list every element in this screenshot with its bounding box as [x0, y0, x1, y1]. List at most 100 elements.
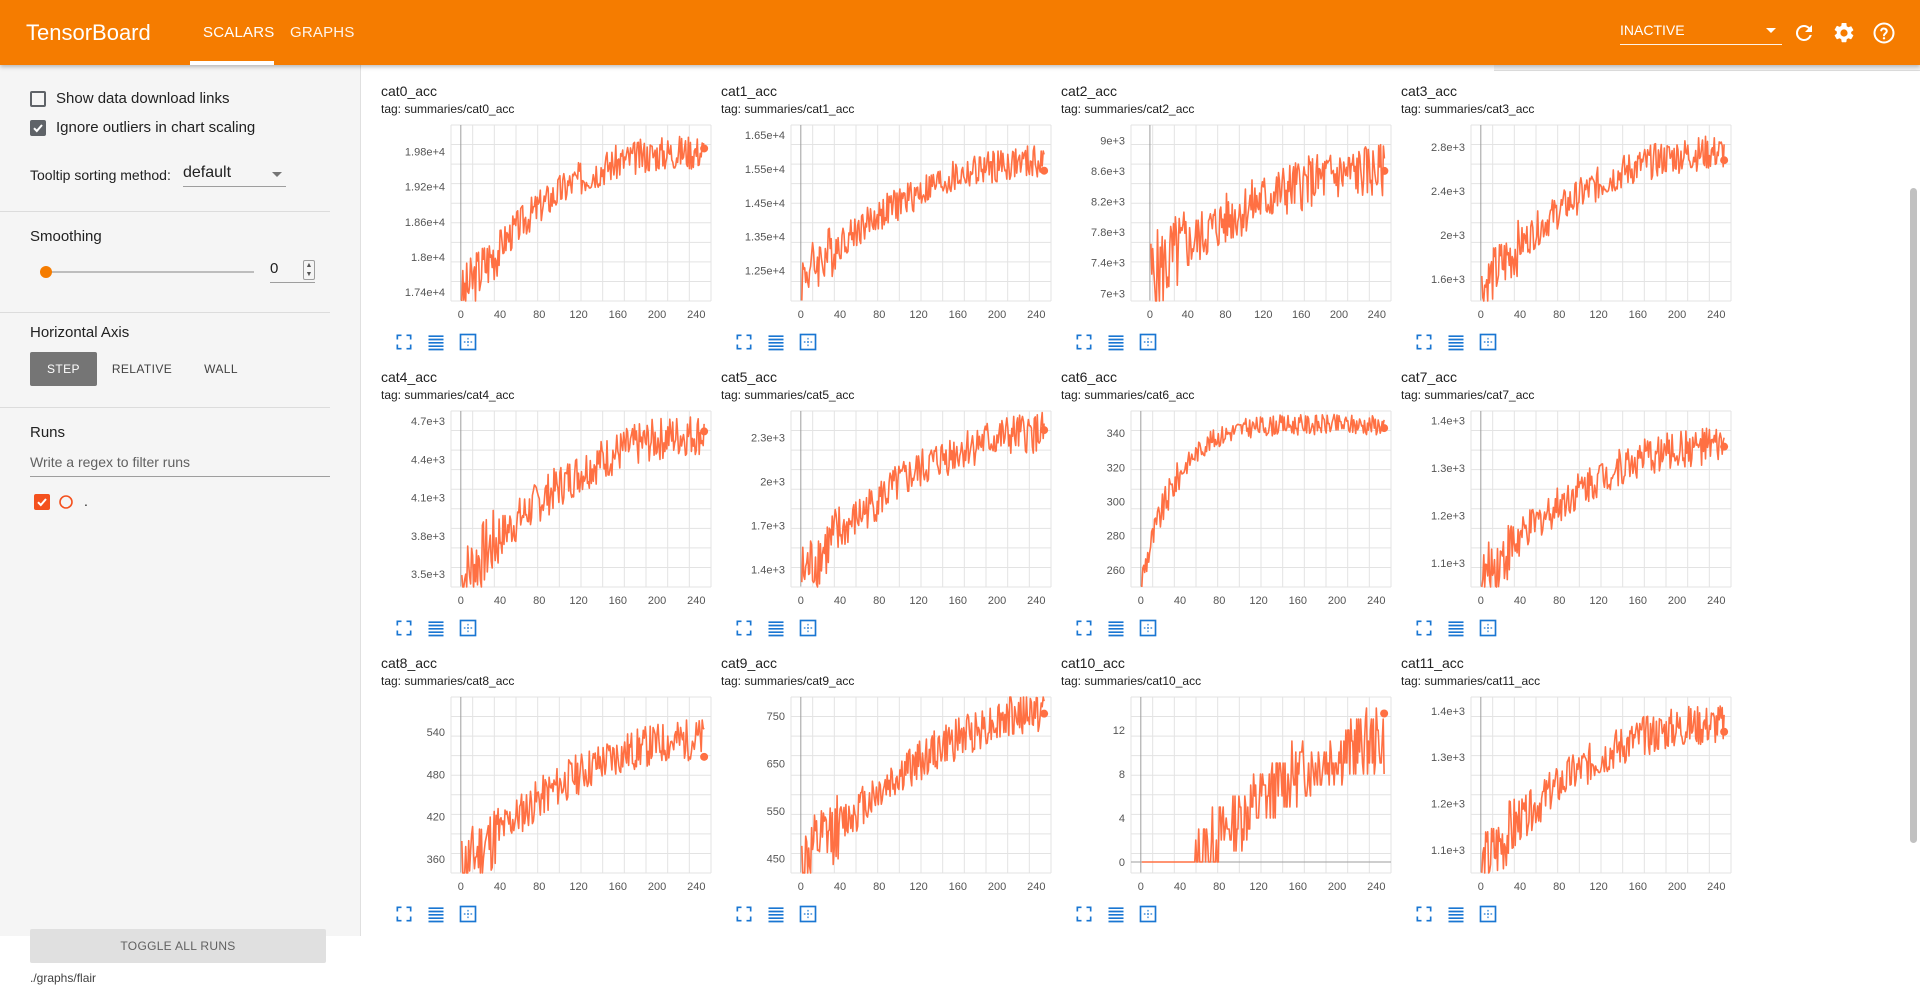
- expand-chart-icon[interactable]: [1073, 904, 1095, 924]
- chart-tag: tag: summaries/cat3_acc: [1401, 102, 1535, 116]
- series-line: [801, 145, 1045, 301]
- fit-domain-icon[interactable]: [457, 904, 479, 924]
- fit-domain-icon[interactable]: [797, 618, 819, 638]
- main-content: cat0_acc tag: summaries/cat0_acc 1.74e+4 1.…: [361, 65, 1920, 936]
- refresh-icon[interactable]: [1792, 21, 1816, 45]
- toggle-log-scale-icon[interactable]: [425, 332, 447, 352]
- toggle-log-scale-icon[interactable]: [1105, 618, 1127, 638]
- help-icon[interactable]: [1872, 21, 1896, 45]
- x-tick-label: 0: [798, 881, 804, 893]
- y-tick-label: 1.4e+3: [1431, 416, 1465, 428]
- top-bar: TensorBoard SCALARS GRAPHS INACTIVE: [0, 0, 1920, 65]
- x-tick-label: 40: [834, 881, 846, 893]
- smoothing-slider-track[interactable]: [46, 271, 254, 273]
- x-tick-label: 80: [1213, 881, 1225, 893]
- expand-chart-icon[interactable]: [393, 618, 415, 638]
- tab-scalars[interactable]: SCALARS: [203, 24, 275, 41]
- y-tick-label: 2e+3: [1440, 230, 1465, 242]
- axis-relative-button[interactable]: RELATIVE: [111, 362, 173, 376]
- fit-domain-icon[interactable]: [457, 618, 479, 638]
- series-line: [1481, 135, 1725, 302]
- run-status-select[interactable]: INACTIVE: [1620, 22, 1782, 45]
- ignore-outliers-checkbox[interactable]: [30, 120, 46, 136]
- y-tick-label: 1.3e+3: [1431, 463, 1465, 475]
- expand-chart-icon[interactable]: [733, 332, 755, 352]
- chart-tag: tag: summaries/cat6_acc: [1061, 388, 1195, 402]
- run-checkbox[interactable]: [34, 494, 50, 510]
- axis-wall-button[interactable]: WALL: [204, 362, 238, 376]
- expand-chart-icon[interactable]: [1413, 618, 1435, 638]
- series-end-point: [1380, 166, 1389, 175]
- y-tick-label: 7e+3: [1100, 288, 1125, 300]
- toggle-log-scale-icon[interactable]: [765, 332, 787, 352]
- y-tick-label: 4.7e+3: [411, 416, 445, 428]
- y-tick-label: 1.35e+4: [745, 232, 785, 244]
- fit-domain-icon[interactable]: [797, 332, 819, 352]
- y-tick-label: 1.4e+3: [751, 564, 785, 576]
- run-color-icon[interactable]: [58, 494, 74, 510]
- x-tick-label: 240: [1368, 309, 1386, 321]
- toggle-log-scale-icon[interactable]: [765, 904, 787, 924]
- chart-tag: tag: summaries/cat4_acc: [381, 388, 515, 402]
- expand-chart-icon[interactable]: [1413, 904, 1435, 924]
- series-line: [1481, 427, 1725, 588]
- fit-domain-icon[interactable]: [1477, 618, 1499, 638]
- x-tick-label: 160: [949, 595, 967, 607]
- main-scrollbar[interactable]: [1910, 188, 1917, 843]
- expand-chart-icon[interactable]: [1073, 332, 1095, 352]
- divider: [0, 407, 330, 408]
- x-tick-label: 80: [873, 881, 885, 893]
- line-chart: 3.5e+3 3.8e+3 4.1e+3 4.4e+3 4.7e+3 0 40 80 120 16…: [411, 410, 712, 607]
- x-tick-label: 240: [1707, 881, 1725, 893]
- fit-domain-icon[interactable]: [1477, 332, 1499, 352]
- y-tick-label: 2.3e+3: [751, 432, 785, 444]
- x-tick-label: 0: [798, 309, 804, 321]
- toggle-log-scale-icon[interactable]: [1105, 332, 1127, 352]
- toggle-all-runs-button[interactable]: TOGGLE ALL RUNS: [30, 929, 326, 963]
- smoothing-slider-handle[interactable]: [40, 266, 52, 278]
- toggle-log-scale-icon[interactable]: [1105, 904, 1127, 924]
- fit-domain-icon[interactable]: [1477, 904, 1499, 924]
- fit-domain-icon[interactable]: [1137, 904, 1159, 924]
- expand-chart-icon[interactable]: [733, 618, 755, 638]
- x-tick-label: 160: [609, 881, 627, 893]
- y-tick-label: 1.3e+3: [1431, 752, 1465, 764]
- fit-domain-icon[interactable]: [457, 332, 479, 352]
- y-tick-label: 1.2e+3: [1431, 799, 1465, 811]
- toggle-log-scale-icon[interactable]: [1445, 618, 1467, 638]
- run-name: .: [84, 493, 88, 509]
- toggle-log-scale-icon[interactable]: [1445, 904, 1467, 924]
- expand-chart-icon[interactable]: [1413, 332, 1435, 352]
- y-tick-label: 420: [427, 812, 445, 824]
- tooltip-sorting-select[interactable]: default: [183, 164, 286, 187]
- x-tick-label: 160: [609, 309, 627, 321]
- toggle-log-scale-icon[interactable]: [765, 618, 787, 638]
- stepper-icon[interactable]: ▲ ▼: [303, 260, 315, 280]
- fit-domain-icon[interactable]: [1137, 618, 1159, 638]
- toggle-log-scale-icon[interactable]: [425, 618, 447, 638]
- x-tick-label: 80: [533, 595, 545, 607]
- x-tick-label: 40: [494, 881, 506, 893]
- expand-chart-icon[interactable]: [1073, 618, 1095, 638]
- expand-chart-icon[interactable]: [733, 904, 755, 924]
- show-download-links-checkbox[interactable]: [30, 91, 46, 107]
- gear-icon[interactable]: [1832, 21, 1856, 45]
- chart-title: cat4_acc: [381, 369, 438, 385]
- tab-graphs[interactable]: GRAPHS: [290, 24, 355, 41]
- expand-chart-icon[interactable]: [393, 904, 415, 924]
- runs-filter-input[interactable]: Write a regex to filter runs: [30, 454, 330, 477]
- line-chart: 1.74e+4 1.8e+4 1.86e+4 1.92e+4 1.98e+4 0 40 80 1…: [405, 124, 712, 321]
- x-tick-label: 200: [988, 309, 1006, 321]
- axis-step-button[interactable]: STEP: [30, 352, 97, 386]
- expand-chart-icon[interactable]: [393, 332, 415, 352]
- app-brand: TensorBoard: [26, 20, 151, 45]
- smoothing-input[interactable]: 0 ▲ ▼: [270, 260, 315, 283]
- toggle-log-scale-icon[interactable]: [1445, 332, 1467, 352]
- fit-domain-icon[interactable]: [1137, 332, 1159, 352]
- x-tick-label: 0: [1478, 309, 1484, 321]
- x-tick-label: 200: [648, 309, 666, 321]
- fit-domain-icon[interactable]: [797, 904, 819, 924]
- y-tick-label: 340: [1107, 428, 1125, 440]
- x-tick-label: 40: [494, 595, 506, 607]
- toggle-log-scale-icon[interactable]: [425, 904, 447, 924]
